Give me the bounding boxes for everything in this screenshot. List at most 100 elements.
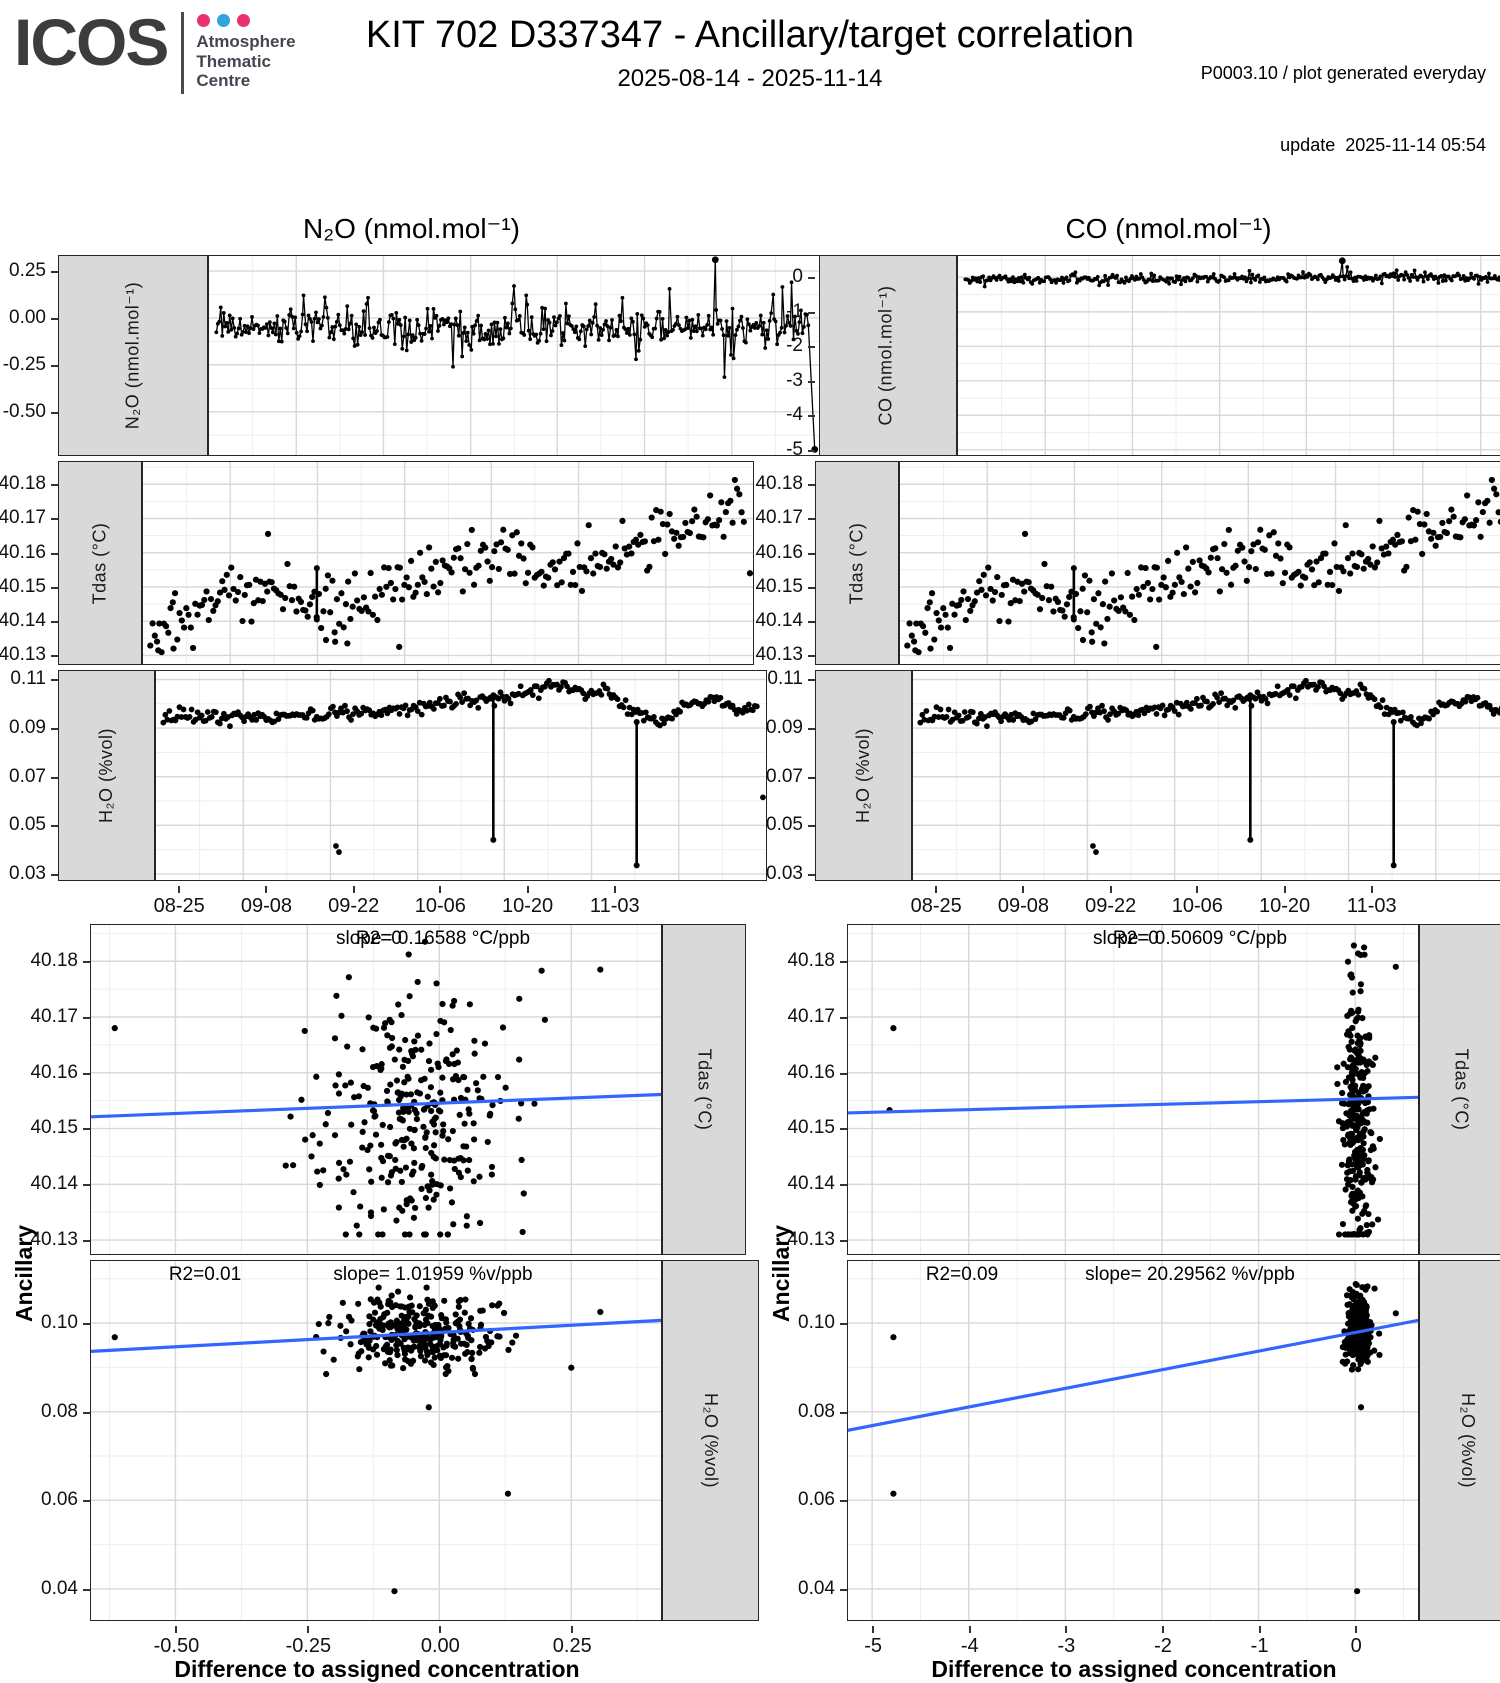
update-info: P0003.10 / plot generated everyday updat…: [1156, 8, 1486, 206]
plot-n2o-diff: [207, 255, 820, 457]
x-tick-label: 08-25: [153, 895, 205, 918]
x-tick-mark: [1109, 886, 1112, 894]
date-range: 2025-08-14 - 2025-11-14: [617, 65, 883, 92]
logo-dot-3: [237, 14, 251, 27]
y-tick-mark: [808, 776, 815, 779]
y-tick-mark: [808, 518, 815, 521]
y-tick-label: 40.17: [787, 1005, 835, 1027]
y-tick-label: 0.08: [798, 1400, 835, 1422]
y-tick-mark: [51, 873, 58, 876]
facet-strip-label: CO (nmol.mol⁻¹): [875, 285, 896, 426]
y-tick-mark: [83, 1184, 90, 1187]
panel-n2o-tdas: 40.18 40.17 40.16 40.15 40.14 40.13 Tdas (°C): [0, 461, 754, 666]
facet-strip-label: H₂O (%vol): [1458, 1393, 1478, 1489]
y-tick-label: -4: [786, 404, 803, 426]
y-tick-mark: [808, 679, 815, 682]
plot-id-line: P0003.10 / plot generated everyday: [1200, 62, 1486, 83]
time-axis-co: 08-25 09-08 09-22 10-06 10-20 11-03: [849, 886, 1459, 920]
y-axis-n2o-scatter-tdas: 40.18 40.17 40.16 40.15 40.14 40.13: [10, 924, 90, 1255]
n2o-scatter-h2o-canvas: [91, 1261, 661, 1621]
y-tick-mark: [840, 961, 847, 964]
n2o-h2o-canvas: [156, 671, 766, 881]
x-axis-title-n2o: Difference to assigned concentration: [174, 1656, 580, 1683]
x-tick-label: -5: [864, 1635, 883, 1658]
y-tick-mark: [51, 679, 58, 682]
x-tick-mark: [439, 1626, 442, 1634]
y-tick-label: 40.17: [755, 507, 803, 529]
y-tick-mark: [51, 621, 58, 624]
x-tick-label: 10-06: [1171, 895, 1223, 918]
y-tick-label: 40.15: [0, 575, 46, 597]
slope-annotation: slope= 0.16588 °C/ppb: [335, 928, 531, 950]
y-tick-label: 0.00: [9, 306, 46, 328]
panel-co-h2o: 0.11 0.09 0.07 0.05 0.03 H₂O (%vol): [766, 668, 1500, 884]
x-tick-label: 11-03: [589, 895, 640, 918]
y-tick-label: 40.13: [0, 644, 46, 666]
x-tick-mark: [178, 886, 181, 894]
header: ICOS Atmosphere Thematic Centre KIT 702 …: [0, 0, 1500, 206]
y-tick-label: 0.11: [10, 668, 46, 690]
y-tick-mark: [808, 727, 815, 730]
y-tick-label: 40.14: [755, 610, 803, 632]
y-tick-mark: [83, 1588, 90, 1591]
x-tick-label: 09-08: [997, 895, 1050, 918]
x-tick-mark: [1258, 1626, 1261, 1634]
y-tick-mark: [51, 484, 58, 487]
y-tick-mark: [808, 655, 815, 658]
logo-dot-2: [217, 14, 231, 27]
y-tick-mark: [840, 1322, 847, 1325]
icos-logo-text: ICOS: [14, 5, 169, 79]
y-tick-mark: [51, 364, 58, 367]
y-tick-label: 0.09: [766, 716, 803, 738]
y-tick-label: 40.18: [787, 950, 835, 972]
y-tick-label: 0.09: [9, 716, 46, 738]
r2-annotation: R2=0: [1112, 928, 1159, 950]
y-tick-mark: [51, 270, 58, 273]
y-tick-mark: [808, 311, 815, 314]
facet-strip-co-h2o: H₂O (%vol): [815, 670, 912, 882]
y-tick-mark: [840, 1128, 847, 1131]
x-tick-mark: [613, 886, 616, 894]
facet-strip-label: Tdas (°C): [846, 522, 867, 605]
panel-n2o-scatter-h2o: 0.10 0.08 0.06 0.04 R2=0.01 slope= 1.01959 %v…: [10, 1260, 759, 1622]
column-title-co: CO (nmol.mol⁻¹): [1065, 213, 1272, 245]
facet-strip-n2o-diff: N₂O (nmol.mol⁻¹): [58, 255, 208, 457]
x-tick-label: -4: [960, 1635, 979, 1658]
x-tick-mark: [175, 1626, 178, 1634]
facet-strip-label: N₂O (nmol.mol⁻¹): [122, 282, 143, 430]
y-tick-mark: [51, 552, 58, 555]
x-tick-label: 0.25: [552, 1635, 592, 1658]
y-tick-label: 40.16: [30, 1061, 78, 1083]
y-tick-label: 40.14: [787, 1173, 835, 1195]
x-tick-label: -1: [1250, 1635, 1269, 1658]
facet-strip-label: Tdas (°C): [694, 1049, 715, 1131]
y-tick-mark: [83, 1500, 90, 1503]
facet-strip-co-tdas: Tdas (°C): [815, 461, 899, 666]
y-tick-label: 0.06: [41, 1489, 78, 1511]
y-axis-co-h2o: 0.11 0.09 0.07 0.05 0.03: [766, 668, 815, 884]
scatter-area-co: Ancillary 40.18 40.17 40.16 40.15 40.14 40.13 R…: [767, 924, 1500, 1683]
x-tick-label: 10-06: [414, 895, 466, 918]
y-tick-mark: [51, 317, 58, 320]
x-tick-label: -0.25: [285, 1635, 332, 1658]
y-tick-mark: [83, 1322, 90, 1325]
time-axis-n2o: 08-25 09-08 09-22 10-06 10-20 11-03: [92, 886, 702, 920]
scatter-area-n2o: Ancillary 40.18 40.17 40.16 40.15 40.14 40.13 R…: [10, 924, 759, 1683]
y-tick-mark: [51, 727, 58, 730]
y-tick-mark: [840, 1184, 847, 1187]
y-axis-co-diff: 0 -1 -2 -3 -4 -5: [767, 255, 815, 460]
y-tick-label: 40.18: [0, 473, 46, 495]
co-scatter-h2o-canvas: [848, 1261, 1418, 1621]
y-tick-label: -2: [786, 335, 803, 357]
column-title-n2o: N₂O (nmol.mol⁻¹): [303, 213, 520, 245]
y-tick-mark: [808, 346, 815, 349]
x-tick-mark: [935, 886, 938, 894]
x-tick-label: 0: [1350, 1635, 1362, 1658]
icos-logo: ICOS Atmosphere Thematic Centre: [14, 5, 344, 94]
co-tdas-canvas: [899, 462, 1500, 665]
x-tick-mark: [872, 1626, 875, 1634]
y-tick-mark: [83, 1128, 90, 1131]
facet-strip-label: H₂O (%vol): [701, 1393, 721, 1489]
y-tick-mark: [840, 1239, 847, 1242]
x-tick-mark: [307, 1626, 310, 1634]
